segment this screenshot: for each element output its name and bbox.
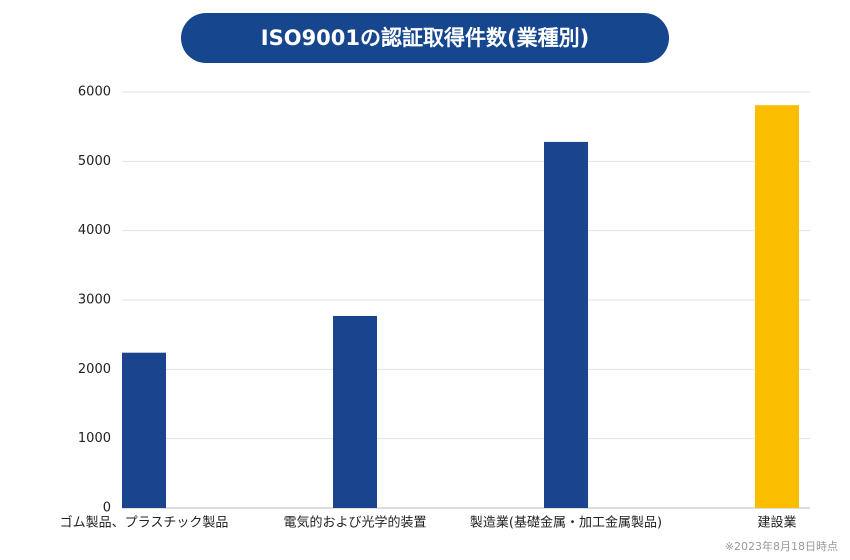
y-tick-label: 0 (103, 501, 111, 516)
x-tick-label: ゴム製品、プラスチック製品 (60, 515, 229, 531)
title-pill (181, 13, 669, 63)
x-tick-label: 建設業 (757, 515, 796, 531)
y-tick-label: 5000 (78, 154, 111, 169)
bar (544, 141, 588, 509)
y-tick-label: 1000 (78, 431, 111, 446)
y-tick-label: 4000 (78, 223, 111, 238)
y-tick-label: 3000 (78, 293, 111, 308)
x-tick-label: 電気的および光学的装置 (283, 515, 426, 531)
chart-title: ISO9001の認証取得件数(業種別) (261, 26, 589, 50)
bar (122, 352, 166, 508)
y-tick-label: 6000 (78, 85, 111, 100)
y-tick-label: 2000 (78, 362, 111, 377)
x-tick-label: 製造業(基礎金属・加工金属製品) (470, 515, 662, 531)
bar (755, 105, 799, 508)
bar (333, 315, 377, 508)
annotation: ※2023年8月18日時点 (725, 539, 838, 553)
